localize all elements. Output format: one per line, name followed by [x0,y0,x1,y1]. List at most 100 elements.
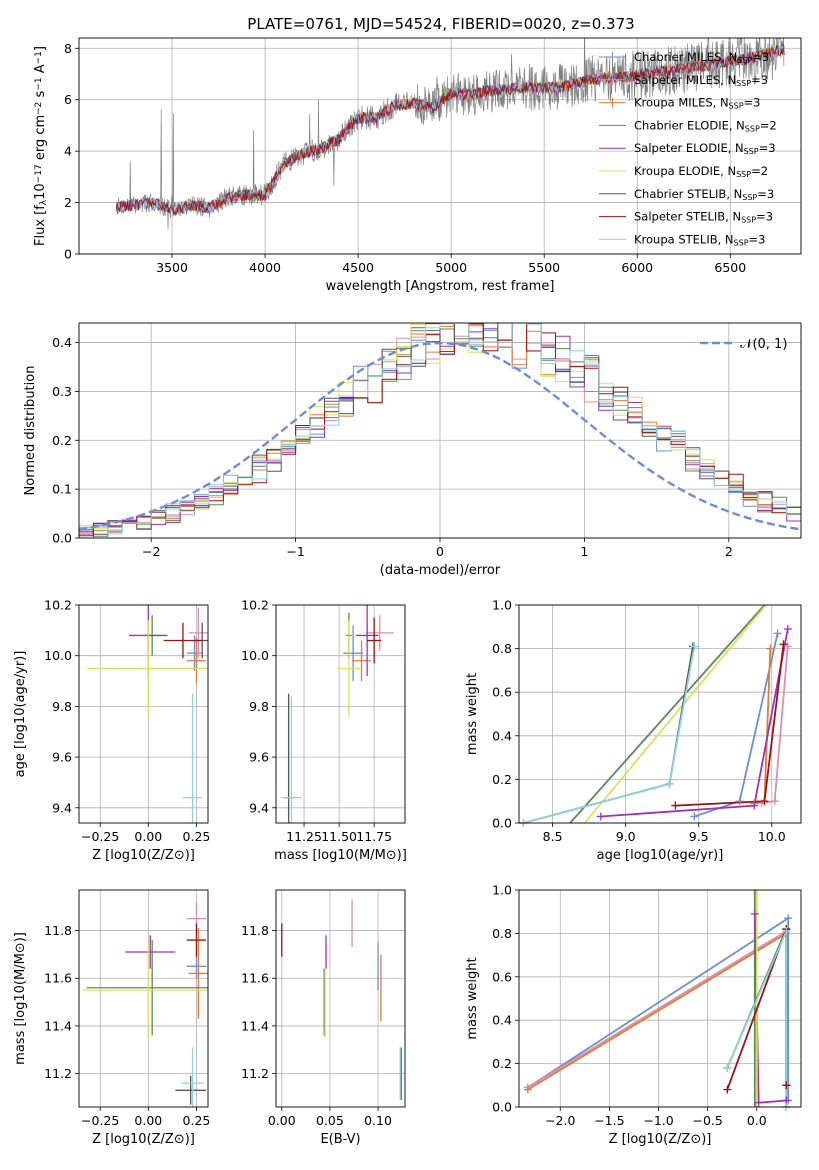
weight-line-c4 [600,628,789,818]
weight-marker-c4 [750,909,759,918]
legend-label-name: Salpeter MILES, N [634,73,736,87]
weight-marker-c8 [671,801,680,810]
x-tick-label: −1.5 [594,1113,624,1128]
panel-residuals: −2 −1 0 1 2 0.0 0.1 0.2 0.3 0.4 (data-model)/error… [23,322,802,578]
y-axis-label-part: −1 [34,51,44,64]
weight-marker-c8 [723,1085,732,1094]
weight-marker-c8 [779,640,788,649]
x-tick-label: 9.0 [616,829,636,844]
legend-label-sub: SSP [736,79,751,88]
grid [79,604,208,823]
legend-label: Salpeter ELODIE, NSSP=3 [634,141,776,156]
legend-label-suffix: =3 [752,50,769,64]
y-tick-label: 0.8 [492,641,512,656]
x-axis-label: age [log10(age/yr)] [597,848,724,863]
x-tick-label: 0.05 [316,1113,344,1128]
x-tick-label: 0.0 [747,1113,767,1128]
legend-label-sub: SSP [737,56,752,65]
plot-area [527,890,790,1107]
y-axis-label-part: A [33,64,48,77]
legend-label-name: Chabrier MILES, N [634,50,737,64]
y-tick-label: 6 [64,92,72,107]
axes-frame [518,604,802,824]
weight-marker-c4 [754,1098,763,1107]
y-axis-label-part: Flux [f [33,205,48,246]
legend-label-name: Salpeter STELIB, N [634,210,741,224]
weight-marker-c5 [770,797,779,806]
x-tick-label: −2 [142,544,160,559]
legend-label: Kroupa MILES, NSSP=3 [634,96,760,111]
y-axis-label-part: s [33,90,48,101]
weight-marker-c2 [766,644,775,653]
model-spectrum-c8 [115,44,785,217]
axes-frame [78,37,802,255]
weight-marker-c1 [690,812,699,821]
legend-label: Chabrier STELIB, NSSP=3 [634,187,774,202]
axes-frame [518,889,802,1108]
axes-frame [78,322,802,539]
y-tick-label: 9.6 [249,750,269,765]
x-axis-label: E(B-V) [320,1132,360,1147]
x-tick-label: 0.25 [183,1113,211,1128]
weight-line-c2 [527,931,788,1091]
panel-mass-vs-ebv: 0.00 0.05 0.10 11.2 11.4 11.6 11.8 E(B-V) [241,889,406,1147]
y-axis-label: Normed distribution [23,366,38,496]
y-tick-label: 11.8 [44,923,72,938]
y-tick-label: 1.0 [492,883,512,898]
x-tick-label: 6500 [714,260,746,275]
weight-line-c9 [523,646,696,823]
y-tick-label: 9.6 [52,750,72,765]
x-tick-label: −0.25 [81,829,119,844]
weight-line-c7 [523,646,694,823]
weight-marker-c5 [783,642,792,651]
weight-marker-c1 [773,629,782,638]
x-tick-label: −1.0 [643,1113,673,1128]
weight-marker-c9 [665,779,674,788]
legend-label: Salpeter MILES, NSSP=3 [634,73,768,88]
x-tick-label: 0 [436,544,444,559]
axes-frame [275,604,406,824]
y-tick-label: 10.2 [44,598,72,613]
panel-mass-weight-vs-z: −2.0 −1.5 −1.0 −0.5 0.0 0.0 0.2 0.4 0.6 0.8 1.0 Z [… [465,883,802,1147]
legend-label-suffix: =3 [759,141,776,155]
x-tick-label: 8.5 [543,829,563,844]
y-tick-label: 0.4 [492,728,512,743]
y-axis-label: age [log10(age/yr)] [13,651,28,778]
x-tick-label: 4000 [249,260,281,275]
plot-area [115,38,785,230]
x-tick-label: 6000 [621,260,653,275]
histogram-c9 [79,323,801,535]
x-tick-label: 0.25 [183,829,211,844]
y-axis-label: mass weight [465,957,480,1039]
plot-area [281,605,394,823]
y-tick-label: 4 [64,144,72,159]
y-tick-label: 11.6 [241,971,269,986]
legend-label-name: Chabrier ELODIE, N [634,118,745,132]
y-tick-label: 2 [64,195,72,210]
y-tick-label: 9.8 [249,699,269,714]
y-tick-label: 0.2 [492,772,512,787]
grid [276,604,405,823]
y-axis-label-part: ] [33,46,48,51]
x-axis-label: Z [log10(Z/Z⊙)] [92,848,195,863]
legend-label-suffix: =2 [760,118,777,132]
normal-curve [79,341,801,531]
plot-area [79,323,801,538]
y-axis-label-part: λ [39,199,49,205]
legend-label-sub: SSP [745,124,760,133]
x-tick-label: 0.00 [268,1113,296,1128]
y-axis-label-part: −1 [34,77,44,90]
weight-line-c5 [527,929,789,1089]
weight-marker-c8 [760,797,769,806]
legend-label-suffix: =3 [757,187,774,201]
legend-label: Salpeter STELIB, NSSP=3 [634,210,773,225]
x-tick-label: 0.10 [364,1113,392,1128]
weight-marker-c9 [723,1063,732,1072]
legend-label-normal: 𝒩(0, 1) [740,337,787,352]
y-tick-label: 0.6 [492,969,512,984]
legend-label-suffix: =3 [756,210,773,224]
legend-label-sub: SSP [729,102,744,111]
legend-label-name: Kroupa ELODIE, N [634,164,736,178]
